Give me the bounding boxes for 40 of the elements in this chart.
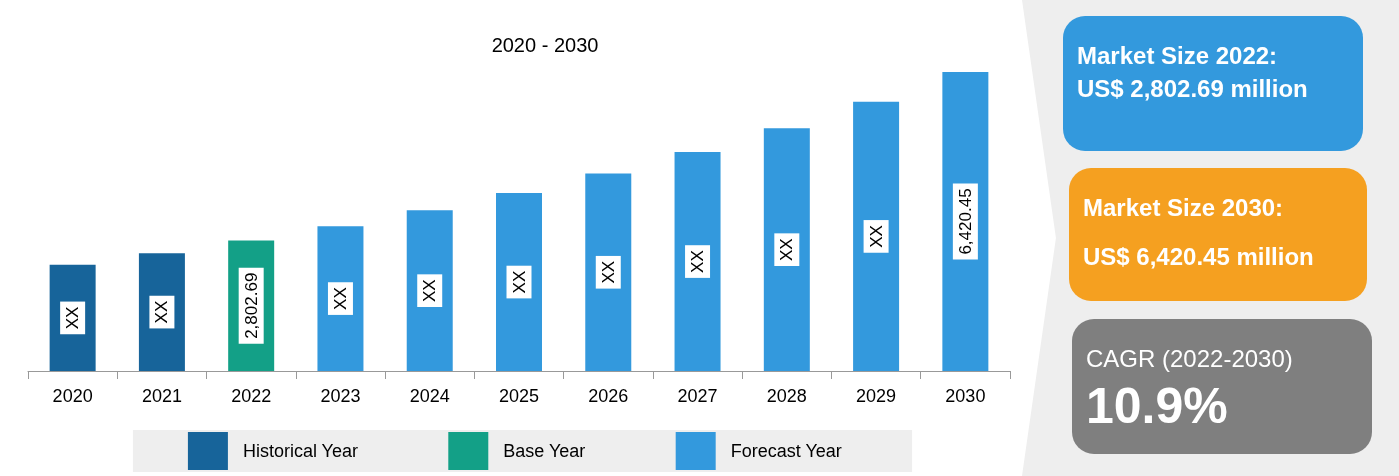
x-tick-label: 2022 [231,386,272,406]
legend-label: Base Year [503,441,586,461]
bar [317,226,364,371]
text: 10.9% [1086,378,1229,434]
bar [674,152,721,371]
bar [496,193,542,371]
x-tick-label: 2028 [766,386,807,406]
x-tick-label: 2021 [141,386,182,406]
bar [853,101,900,371]
legend-label: Forecast Year [730,441,842,461]
data-label: 6,420.45 [955,188,975,255]
bar [942,71,989,371]
x-tick-label: 2026 [588,386,629,406]
data-label: XX [777,238,797,262]
text: Market Size 2030: [1083,194,1285,222]
data-label: XX [866,225,886,248]
data-label: XX [598,260,618,284]
data-label: 2,802.69 [241,272,261,339]
x-tick-label: 2020 [52,386,93,406]
data-label: XX [509,270,529,294]
text: CAGR (2022-2030) [1086,345,1294,373]
bar [585,173,632,371]
chart-title: 2020 - 2030 [491,34,599,56]
x-tick-label: 2029 [856,386,897,406]
data-label: XX [420,279,440,303]
x-tick-label: 2030 [945,386,986,406]
text: Market Size 2022: [1077,42,1279,70]
text: US$ 6,420.45 million [1083,243,1315,271]
data-label: XX [330,287,350,310]
data-label: XX [63,306,83,330]
bar [763,128,810,371]
x-tick-label: 2027 [677,386,718,406]
legend-label: Historical Year [242,441,358,461]
x-tick-label: 2024 [409,386,450,406]
x-tick-label: 2023 [320,386,361,406]
text: US$ 2,802.69 million [1077,75,1309,103]
data-label: XX [688,250,708,273]
x-tick-label: 2025 [498,386,540,406]
data-label: XX [152,300,172,324]
bar [406,210,453,371]
